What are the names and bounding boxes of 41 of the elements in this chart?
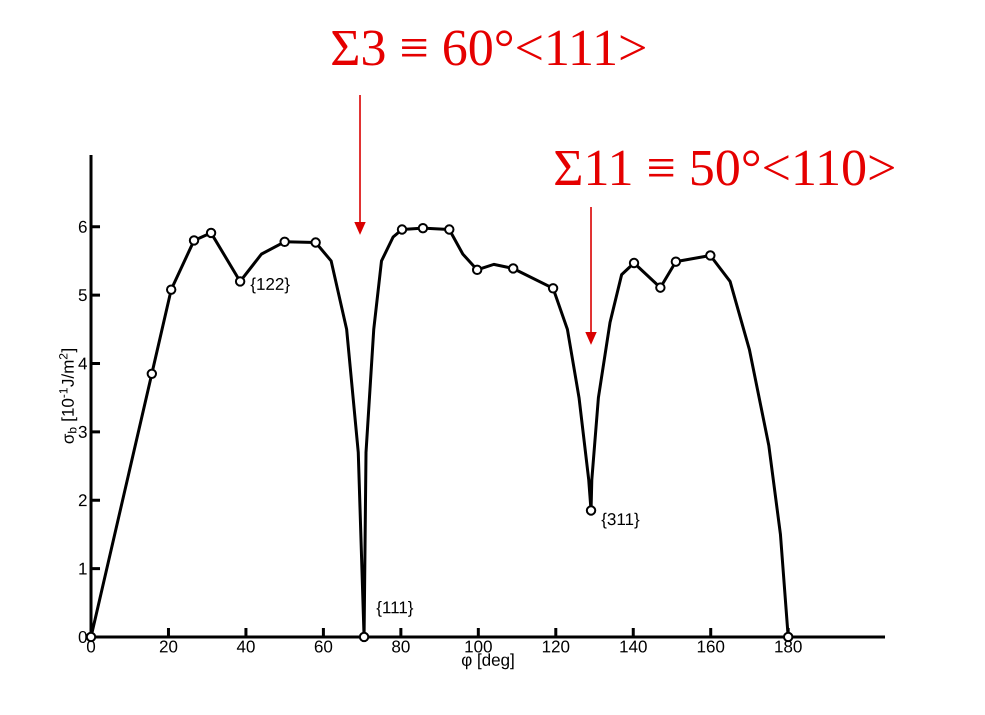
y-axis-title: σ$_{b}$ [10$^{-1}$J/m$^{2}$] [59, 349, 78, 444]
y-tick-label: 1 [79, 562, 87, 574]
point [234, 276, 246, 287]
x-tick-label: 100 [465, 640, 492, 653]
y-tick-label: 4 [78, 358, 87, 370]
x-tick-label: 60 [314, 640, 332, 653]
y-tick-label: 2 [78, 494, 87, 506]
point [206, 228, 216, 238]
point [628, 258, 640, 268]
annotation: {111} [376, 600, 414, 617]
annotation: {311} [602, 512, 640, 529]
point [166, 284, 176, 295]
y-tick-label: 5 [78, 289, 87, 302]
point [279, 236, 290, 248]
point [705, 250, 716, 261]
point [548, 283, 558, 294]
x-tick-label: 140 [620, 640, 647, 653]
point [146, 368, 158, 379]
x-tick-label: 120 [542, 640, 570, 653]
point [472, 264, 482, 276]
x-tick-label: 80 [392, 640, 410, 653]
y-tick-label: 6 [78, 220, 87, 233]
annotation: Σ11 ≡ 50°<110> [555, 150, 894, 186]
point [310, 237, 321, 248]
point [586, 505, 596, 516]
point [358, 632, 370, 642]
point [418, 222, 428, 234]
point [396, 224, 408, 235]
text: Σ3 ≡ 60°<111> [332, 30, 645, 66]
point [508, 263, 518, 274]
y-tick-label: 3 [78, 426, 87, 438]
x-tick-label: 160 [698, 640, 724, 653]
point [444, 224, 454, 235]
x-tick-label: 180 [775, 640, 802, 653]
point [655, 282, 666, 293]
point [670, 256, 682, 267]
annotation: {122} [250, 278, 290, 294]
x-tick-label: 40 [236, 640, 255, 653]
point [188, 235, 200, 246]
x-tick-label: 20 [160, 640, 178, 653]
x-axis-title: φ [deg] [462, 653, 514, 670]
